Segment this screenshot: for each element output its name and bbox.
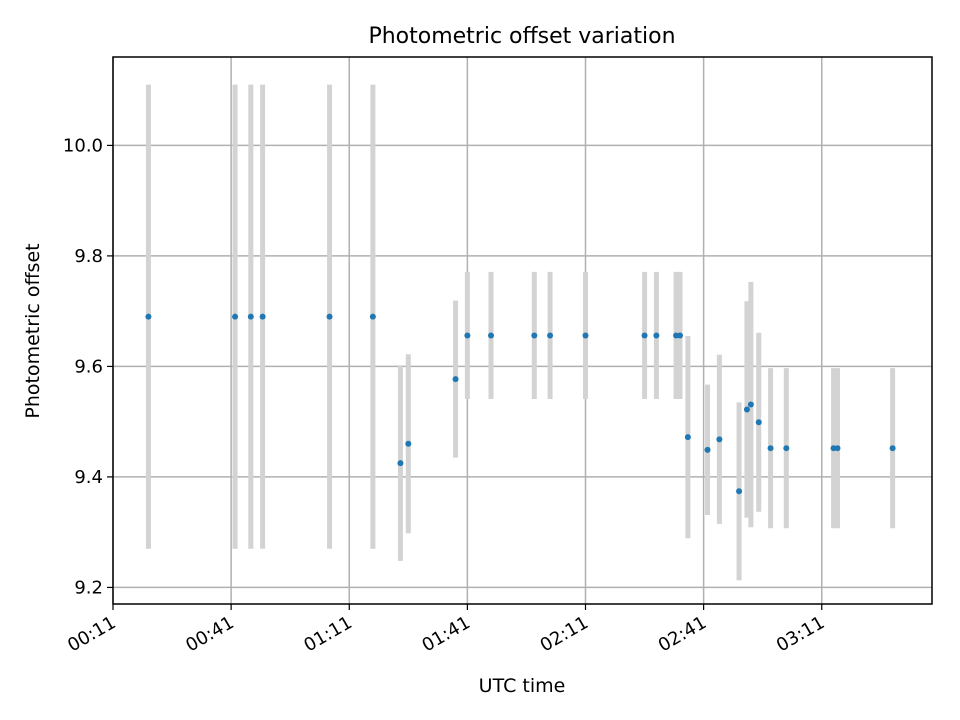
data-point: [755, 419, 762, 426]
data-point: [653, 332, 660, 339]
data-point: [452, 376, 459, 383]
chart-title: Photometric offset variation: [368, 24, 675, 49]
y-tick-label: 10.0: [63, 135, 103, 156]
data-point: [582, 332, 589, 339]
data-point: [145, 313, 152, 320]
data-points: [145, 313, 896, 495]
y-tick-label: 9.8: [74, 246, 103, 267]
data-point: [488, 332, 494, 339]
data-point: [259, 313, 266, 320]
data-point: [247, 313, 254, 320]
y-tick-label: 9.4: [74, 467, 103, 488]
data-point: [531, 332, 538, 339]
data-point: [743, 406, 750, 413]
data-point: [716, 436, 723, 443]
y-tick-label: 9.2: [74, 577, 103, 598]
data-point: [684, 434, 691, 441]
data-point: [889, 445, 896, 452]
data-point: [677, 332, 683, 339]
data-point: [547, 332, 554, 339]
data-point: [736, 488, 743, 495]
data-point: [747, 401, 754, 408]
data-point: [834, 445, 841, 452]
y-axis-ticks: 9.2 9.4 9.6 9.8 10.0: [63, 135, 113, 598]
data-point: [232, 313, 239, 320]
data-point: [397, 460, 404, 467]
data-point: [369, 313, 376, 320]
y-axis-label: Photometric offset: [22, 243, 44, 418]
data-point: [326, 313, 333, 320]
data-point: [767, 445, 774, 452]
data-point: [704, 446, 711, 453]
data-point: [783, 445, 790, 452]
data-point: [464, 332, 471, 339]
plot-frame: [112, 56, 933, 605]
data-point: [405, 440, 412, 447]
data-point: [641, 332, 648, 339]
y-tick-label: 9.6: [74, 356, 103, 377]
x-axis-label: UTC time: [479, 675, 566, 697]
